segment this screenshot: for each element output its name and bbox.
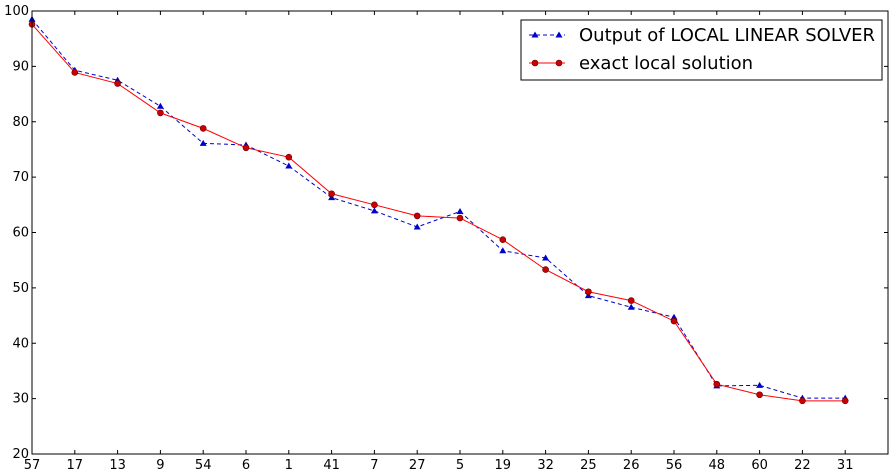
- x-tick-label: 25: [580, 458, 597, 473]
- series-2-point: [756, 391, 763, 399]
- series-1-point: [285, 162, 293, 169]
- y-tick-label: 100: [4, 4, 29, 19]
- series-1-point: [328, 194, 336, 201]
- legend-frame: [520, 19, 883, 81]
- series-1-point: [627, 303, 635, 310]
- series-2-point: [413, 212, 421, 220]
- series-2-point: [157, 109, 164, 117]
- legend-label-series-2: exact local solution: [579, 53, 753, 74]
- y-tick-label: 60: [12, 226, 29, 241]
- y-tick-label: 80: [12, 115, 29, 130]
- series-1-point: [456, 207, 464, 214]
- legend-marker-series-1-right: [555, 31, 563, 38]
- x-tick-label: 56: [666, 458, 683, 473]
- x-tick-label: 17: [67, 458, 84, 473]
- series-1-point: [756, 381, 764, 388]
- series-1-point: [499, 247, 507, 254]
- series-2-point: [371, 201, 378, 209]
- series-2-point: [499, 236, 507, 243]
- x-tick-label: 19: [495, 458, 512, 473]
- series-2-point: [71, 69, 79, 76]
- x-tick-label: 9: [156, 458, 164, 473]
- series-line-1: [31, 18, 846, 399]
- plot-background: [32, 11, 888, 454]
- legend: Output of LOCAL LINEAR SOLVER exact loca…: [520, 19, 883, 81]
- series-2-point: [114, 80, 121, 87]
- x-tick-label: 27: [409, 458, 426, 473]
- series-1-point: [542, 254, 550, 261]
- x-tick-label: 5: [456, 458, 464, 473]
- series-line-2: [31, 23, 846, 402]
- series-1-point: [199, 139, 207, 146]
- y-tick-label: 70: [12, 170, 29, 185]
- series-2-point: [456, 214, 464, 222]
- series-1-point: [413, 223, 421, 230]
- series-2-point: [542, 266, 549, 273]
- x-axis: 57 17 13 9 54 6 1 41 7 27 5 19 32 25 26 56 48 60 22 31: [24, 11, 854, 473]
- x-tick-label: 31: [837, 458, 854, 473]
- legend-marker-series-1-left: [531, 31, 539, 38]
- y-tick-label: 20: [12, 447, 29, 462]
- x-tick-label: 60: [751, 458, 768, 473]
- x-tick-label: 22: [794, 458, 811, 473]
- legend-marker-series-2-left: [531, 59, 539, 67]
- x-tick-label: 41: [323, 458, 340, 473]
- series-1-point: [584, 292, 592, 299]
- x-tick-label: 7: [370, 458, 378, 473]
- y-axis: 20 30 40 50 60 70 80 90 100: [4, 4, 888, 462]
- series-1-point: [670, 313, 678, 320]
- x-tick-label: 26: [623, 458, 640, 473]
- y-tick-label: 40: [12, 336, 29, 351]
- y-tick-label: 50: [12, 281, 29, 296]
- x-tick-label: 1: [285, 458, 293, 473]
- x-tick-label: 6: [242, 458, 250, 473]
- legend-marker-series-2-right: [555, 59, 563, 67]
- series-1-point: [156, 102, 164, 109]
- series-2-point: [242, 144, 250, 152]
- series-2-point: [328, 190, 335, 198]
- series-2-point: [799, 397, 806, 405]
- x-tick-label: 54: [195, 458, 212, 473]
- y-tick-label: 30: [12, 392, 29, 407]
- series-layer: [28, 15, 849, 405]
- series-2-point: [713, 380, 721, 388]
- series-2-point: [285, 153, 293, 161]
- x-tick-label: 13: [109, 458, 126, 473]
- series-2-point: [670, 317, 678, 325]
- x-tick-label: 32: [537, 458, 554, 473]
- x-tick-label: 57: [24, 458, 41, 473]
- x-tick-label: 48: [709, 458, 726, 473]
- series-2-point: [199, 125, 207, 132]
- y-tick-label: 90: [12, 59, 29, 74]
- series-2-point: [627, 297, 635, 304]
- legend-label-series-1: Output of LOCAL LINEAR SOLVER: [579, 25, 875, 46]
- series-2-point: [585, 288, 592, 296]
- series-1-point: [370, 207, 378, 214]
- series-2-point: [841, 397, 849, 405]
